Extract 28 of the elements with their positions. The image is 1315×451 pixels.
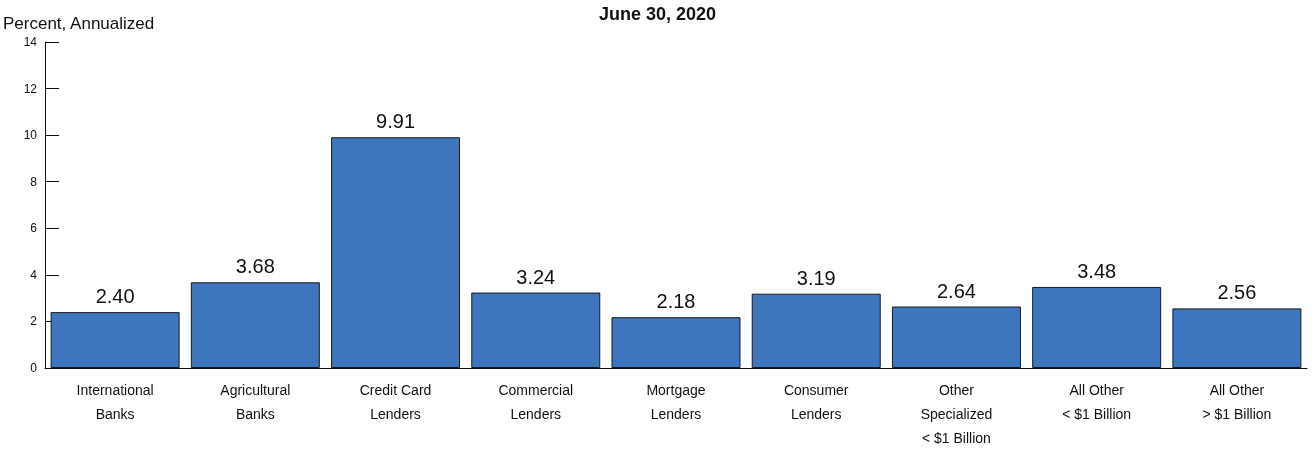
x-tick-label: International Banks <box>76 382 154 422</box>
y-tick-label: 12 <box>23 81 38 96</box>
x-tick-label: Consumer Lenders <box>783 382 849 422</box>
data-label: 2.56 <box>1217 281 1257 304</box>
data-label: 2.40 <box>95 285 135 308</box>
x-tick-label: All Other < $1 Billion <box>1062 382 1132 422</box>
y-tick-label: 2 <box>30 314 38 329</box>
y-axis-title: Percent, Annualized <box>3 14 155 33</box>
data-label: 2.18 <box>656 290 696 313</box>
x-tick-label: Agricultural Banks <box>220 382 291 422</box>
data-label: 3.19 <box>796 266 836 289</box>
x-tick-label: Other Specialized < $1 Billion <box>920 382 993 446</box>
y-tick-label: 4 <box>30 267 38 282</box>
x-tick-label: All Other > $1 Billion <box>1202 382 1272 422</box>
y-tick-label: 0 <box>30 361 38 375</box>
data-label: 3.24 <box>516 265 556 288</box>
chart-title: June 30, 2020 <box>598 4 717 24</box>
data-label: 3.48 <box>1077 259 1117 282</box>
y-tick-label: 8 <box>30 174 38 189</box>
y-tick-label: 14 <box>23 35 38 49</box>
data-label: 3.68 <box>235 255 275 278</box>
y-tick-label: 6 <box>30 221 38 236</box>
x-tick-label: Mortgage Lenders <box>646 382 706 422</box>
x-tick-label: Credit Card Lenders <box>359 382 432 422</box>
data-label: 2.64 <box>936 279 976 302</box>
x-tick-label: Commercial Lenders <box>498 382 574 422</box>
data-label: 9.91 <box>376 110 416 133</box>
y-tick-label: 10 <box>23 128 38 143</box>
